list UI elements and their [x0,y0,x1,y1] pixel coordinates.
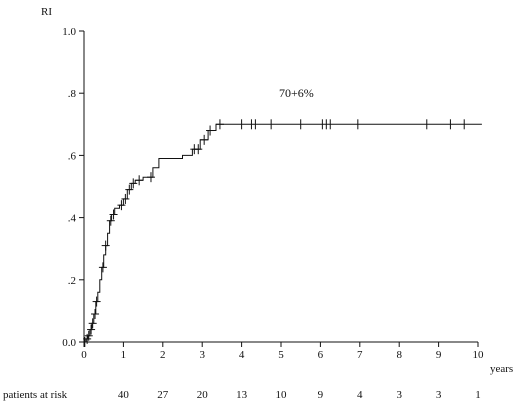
censor-mark [106,215,115,226]
censor-mark [87,324,96,335]
y-tick-label: 1.0 [62,26,76,38]
censor-mark [146,172,155,183]
y-axis-title: RI [41,6,52,18]
x-tick-label: 8 [396,349,402,361]
at-risk-count: 27 [157,389,169,401]
y-tick-label: .2 [68,275,76,287]
at-risk-count: 10 [276,389,288,401]
censor-mark [135,175,144,186]
censor-mark [129,178,138,189]
y-tick-label: 0.0 [62,337,76,349]
x-tick-label: 7 [357,349,363,361]
censor-mark [91,309,100,320]
at-risk-count: 13 [236,389,248,401]
x-tick-label: 2 [160,349,166,361]
x-tick-label: 9 [436,349,442,361]
plot-area [80,119,482,347]
at-risk-count: 1 [475,389,481,401]
at-risk-row: 40 27 20 13 10 9 4 3 3 1 [118,389,481,401]
censor-mark [194,144,203,155]
x-axis: 0 1 2 3 4 5 6 7 8 9 10 [81,342,484,361]
censor-mark [92,296,101,307]
censor-mark [88,318,97,329]
censor-mark [121,193,130,204]
y-tick-label: .4 [68,213,77,225]
censor-mark [206,125,215,136]
censor-mark [215,119,224,130]
x-axis-title: years [490,363,513,375]
x-tick-label: 0 [81,349,87,361]
censor-mark [109,209,118,220]
censor-mark [117,200,126,211]
at-risk-label: patients at risk [3,389,68,401]
censor-mark [101,240,110,251]
annotation-label: 70+6% [279,86,314,100]
at-risk-count: 20 [197,389,209,401]
x-tick-label: 10 [473,349,485,361]
at-risk-count: 4 [357,389,363,401]
x-tick-label: 1 [121,349,127,361]
x-tick-label: 3 [199,349,205,361]
incidence-curve [84,123,482,343]
y-axis: 0.0 .2 .4 .6 .8 1.0 [62,26,84,349]
at-risk-count: 3 [396,389,402,401]
at-risk-count: 9 [318,389,324,401]
x-tick-label: 6 [318,349,324,361]
at-risk-count: 3 [436,389,442,401]
y-tick-label: .8 [68,88,77,100]
x-tick-label: 4 [239,349,245,361]
at-risk-count: 40 [118,389,130,401]
censor-mark [98,262,107,273]
censor-mark [125,184,134,195]
censor-mark [200,134,209,145]
y-tick-label: .6 [68,150,77,162]
censor-mark [84,330,93,341]
x-tick-label: 5 [278,349,284,361]
